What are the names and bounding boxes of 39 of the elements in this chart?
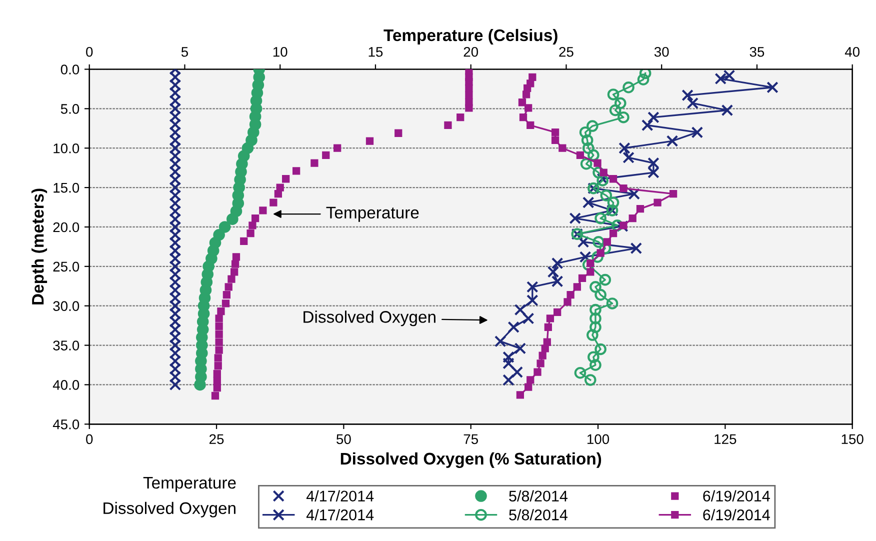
- x-tick-label: 75: [464, 434, 478, 444]
- legend-label: 5/8/2014: [509, 509, 568, 520]
- y-axis-title: Depth (meters): [32, 188, 48, 304]
- x-tick-label: 25: [209, 434, 224, 444]
- y-tick-label: 0.0: [60, 64, 80, 74]
- x2-tick-label: 35: [750, 46, 764, 57]
- x-tick-label: 0: [86, 434, 93, 444]
- x2-tick-label: 25: [559, 46, 574, 57]
- x2-tick-label: 15: [368, 47, 383, 57]
- annotation: Dissolved Oxygen: [304, 310, 436, 326]
- x-tick-label: 125: [714, 434, 736, 444]
- legend-label: 4/17/2014: [306, 490, 374, 502]
- y-tick-label: 30.0: [53, 301, 80, 312]
- y-tick-label: 25.0: [53, 262, 80, 272]
- legend-label: 5/8/2014: [509, 490, 568, 502]
- y-tick-label: 40.0: [52, 380, 80, 390]
- text: Dissolved Oxygen: [104, 502, 236, 518]
- x2-tick-label: 5: [181, 47, 188, 57]
- x2-tick-label: 10: [273, 46, 288, 57]
- text: Temperature: [143, 477, 236, 492]
- y-tick-label: 35.0: [53, 340, 80, 350]
- x2-axis-title: Temperature (Celsius): [384, 28, 558, 44]
- y-tick-label: 10.0: [54, 143, 80, 154]
- y-tick-label: 5.0: [60, 104, 80, 114]
- x2-tick-label: 20: [464, 46, 478, 57]
- y-tick-label: 45.0: [52, 419, 80, 430]
- x-tick-label: 50: [336, 434, 351, 444]
- x-axis-title: Dissolved Oxygen (% Saturation): [340, 452, 602, 468]
- annotation: Temperature: [326, 206, 419, 222]
- x-tick-label: 100: [587, 434, 610, 444]
- legend-label: 4/17/2014: [306, 509, 374, 520]
- legend-label: 6/19/2014: [703, 490, 770, 502]
- x2-tick-label: 0: [86, 46, 93, 57]
- legend-label: 6/19/2014: [703, 509, 770, 520]
- x2-tick-label: 40: [844, 46, 860, 57]
- y-tick-label: 20.0: [53, 222, 80, 232]
- x2-tick-label: 30: [654, 46, 669, 57]
- x-tick-label: 150: [842, 434, 864, 444]
- y-tick-label: 15.0: [54, 182, 80, 193]
